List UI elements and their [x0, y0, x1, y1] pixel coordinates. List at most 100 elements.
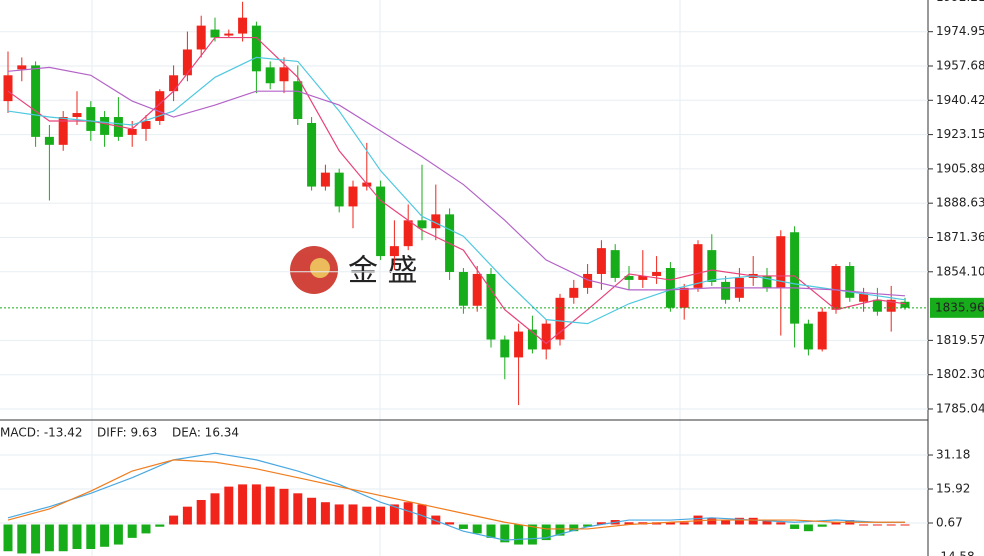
candle-body [679, 287, 689, 308]
candle-body [348, 186, 358, 207]
macd-bar [458, 524, 468, 529]
macd-bar [859, 524, 869, 526]
candle-body [665, 268, 675, 308]
y-tick-label: 1905.89 [936, 161, 984, 175]
candle-body [803, 323, 813, 350]
candle-body [472, 273, 482, 306]
candle-body [500, 339, 510, 358]
macd-bar [748, 517, 758, 525]
dea-line [7, 459, 905, 530]
candle-body [307, 122, 317, 187]
macd-bar [293, 493, 303, 525]
candle-body [790, 232, 800, 324]
macd-bar [541, 524, 551, 541]
macd-bar [58, 524, 68, 552]
macd-bar [679, 522, 689, 525]
candle-body [638, 275, 648, 280]
macd-bar [472, 524, 482, 534]
candle-body [652, 271, 662, 276]
candle-body [596, 248, 606, 274]
macd-bar [320, 502, 330, 525]
candle-body [417, 220, 427, 229]
logo-coin [310, 258, 330, 278]
y-tick-label: 1992.21 [936, 0, 984, 4]
candle-body [721, 281, 731, 300]
candle-body [72, 113, 82, 118]
y2-tick-label: 31.18 [936, 448, 970, 462]
macd-bar [445, 522, 455, 525]
macd-bar [431, 515, 441, 525]
candle-body [527, 329, 537, 350]
candle-body [624, 275, 634, 280]
macd-bar [265, 486, 275, 525]
candle-body [555, 297, 565, 340]
macd-bar [665, 522, 675, 525]
candle-body [762, 275, 772, 288]
y-tick-label: 1974.95 [936, 24, 984, 38]
candle-body [693, 244, 703, 288]
macd-bar [500, 524, 510, 543]
macd-bar [334, 504, 344, 525]
candle-body [541, 323, 551, 350]
macd-bar [831, 522, 841, 525]
macd-bar [721, 520, 731, 525]
macd-bar [31, 524, 41, 554]
y-tick-label: 1871.36 [936, 230, 984, 244]
macd-bar [624, 522, 634, 525]
candle-body [265, 67, 275, 84]
macd-bar [169, 515, 179, 525]
macd-bar [196, 499, 206, 525]
macd-bar [17, 524, 27, 554]
watermark: 金 盛 [348, 254, 418, 289]
macd-bar [100, 524, 110, 547]
candle-body [3, 75, 13, 102]
candle-body [113, 117, 123, 137]
candle-body [514, 331, 524, 358]
candle-body [334, 172, 344, 207]
macd-bar [762, 520, 772, 525]
candle-body [58, 117, 68, 145]
macd-legend: DIFF: 9.63 [97, 426, 157, 440]
macd-bar [734, 517, 744, 525]
ma-line [7, 66, 906, 297]
candle-body [569, 287, 579, 298]
candle-body [279, 67, 289, 82]
candle-body [127, 128, 137, 135]
macd-legend: MACD: -13.42 [0, 426, 83, 440]
y-tick-label: 1854.10 [936, 264, 984, 278]
macd-bar [527, 524, 537, 545]
candle-body [583, 273, 593, 288]
macd-bar [693, 515, 703, 525]
macd-bar [362, 506, 372, 525]
macd-bar [182, 506, 192, 525]
candle-body [831, 266, 841, 310]
y2-tick-label: -14.58 [936, 549, 975, 556]
macd-bar [596, 522, 606, 525]
macd-bar [514, 524, 524, 545]
ma-line [7, 56, 906, 325]
candle-body [872, 299, 882, 312]
macd-bar [376, 506, 386, 525]
candle-body [17, 65, 27, 70]
logo [290, 246, 338, 294]
y-tick-label: 1802.30 [936, 367, 984, 381]
candle-body [86, 107, 96, 131]
macd-bar [44, 524, 54, 552]
y-tick-label: 1819.57 [936, 333, 984, 347]
macd-bar [817, 524, 827, 527]
macd-bar [790, 524, 800, 529]
y-tick-label: 1940.42 [936, 93, 984, 107]
candle-body [458, 271, 468, 306]
macd-bar [238, 484, 248, 525]
candle-body [817, 311, 827, 350]
macd-bar [86, 524, 96, 550]
macd-bar [210, 493, 220, 525]
candle-body [376, 186, 386, 257]
macd-bar [569, 524, 579, 532]
macd-bar [900, 524, 910, 526]
candle-body [141, 120, 151, 129]
candle-body [182, 49, 192, 76]
candle-body [486, 273, 496, 340]
